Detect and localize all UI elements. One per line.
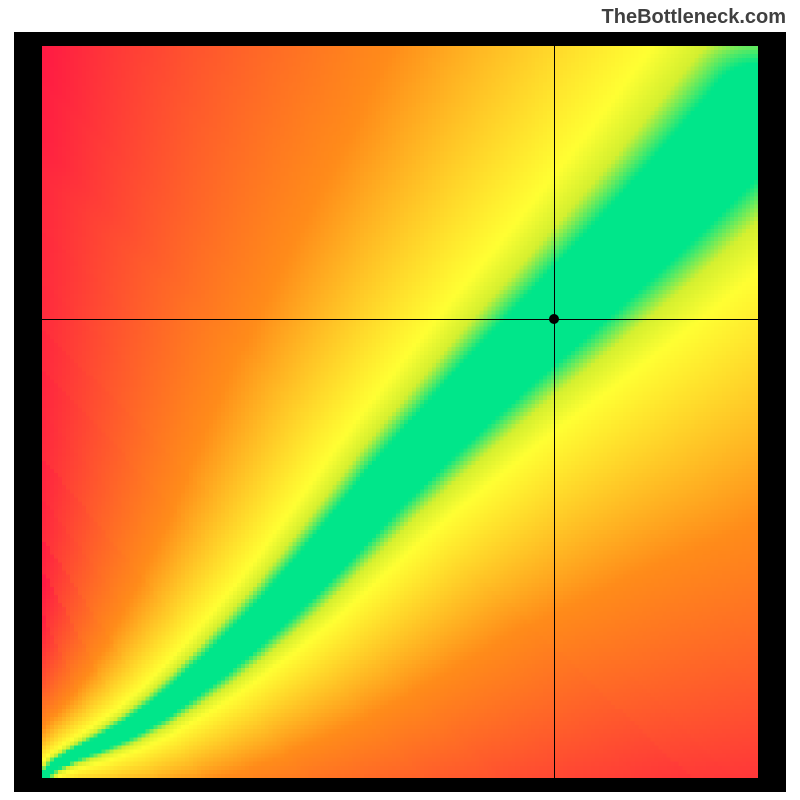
crosshair-marker-dot bbox=[549, 314, 559, 324]
crosshair-vertical bbox=[554, 46, 555, 778]
chart-container: { "type": "heatmap", "watermark": { "tex… bbox=[0, 0, 800, 800]
crosshair-horizontal bbox=[42, 319, 758, 320]
heatmap-canvas bbox=[42, 46, 758, 778]
chart-outer-frame bbox=[14, 32, 786, 792]
heatmap-plot-area bbox=[42, 46, 758, 778]
watermark-text: TheBottleneck.com bbox=[602, 6, 786, 29]
